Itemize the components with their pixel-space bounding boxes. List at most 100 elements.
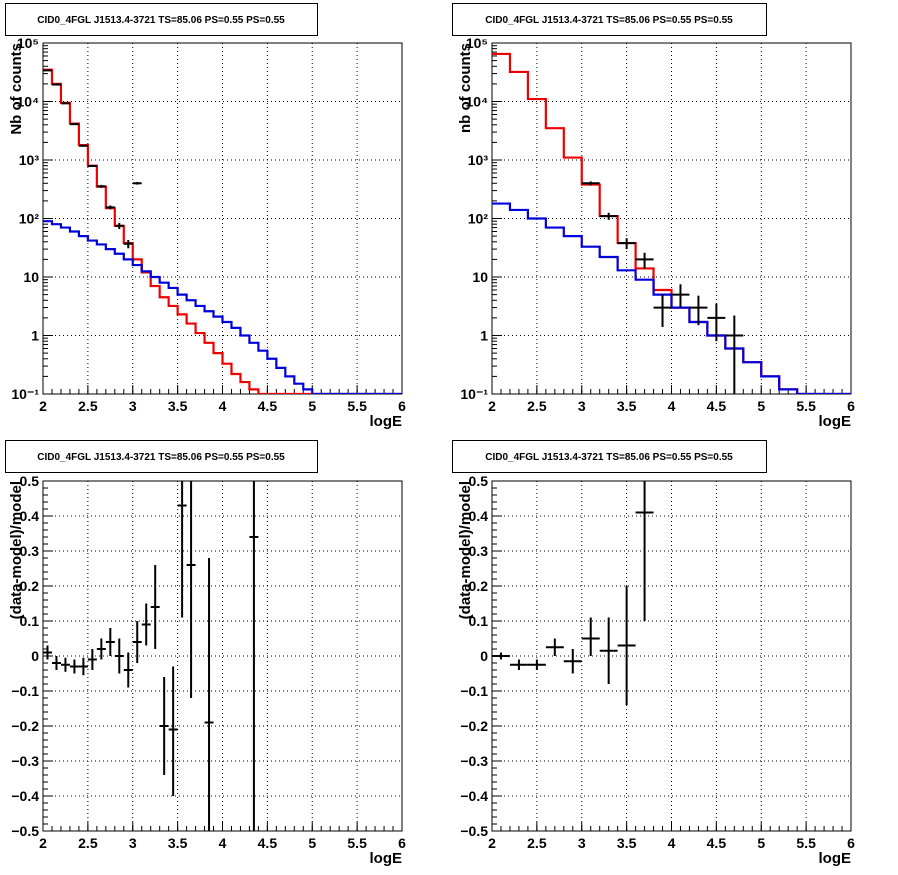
y-tick-label: −0.4 (11, 788, 39, 804)
data-point (563, 649, 582, 674)
y-tick-label: 0.3 (20, 543, 40, 559)
data-point (635, 481, 654, 621)
y-tick-label: 0.5 (469, 473, 489, 489)
x-tick-label: 3.5 (168, 398, 188, 414)
y-tick-label: 1 (31, 328, 39, 344)
x-tick-label: 4 (668, 835, 676, 851)
data-point (60, 102, 70, 105)
data-point (617, 238, 636, 250)
data-point (87, 164, 97, 167)
data-point (96, 638, 106, 660)
data-point (123, 652, 133, 688)
x-tick-label: 5 (308, 398, 316, 414)
x-tick-label: 3.5 (617, 398, 637, 414)
x-tick-label: 3.5 (617, 835, 637, 851)
y-tick-label: −0.4 (460, 788, 488, 804)
data-point (159, 677, 169, 775)
y-tick-label: −0.5 (11, 823, 39, 839)
data-point (492, 652, 510, 660)
x-tick-label: 5 (308, 835, 316, 851)
y-tick-label: 0.1 (20, 613, 40, 629)
x-tick-label: 6 (398, 835, 406, 851)
y-tick-label: −0.1 (11, 683, 39, 699)
y-tick-label: 0.1 (469, 613, 489, 629)
y-axis-title: Nb of counts (8, 43, 25, 135)
data-point (87, 649, 97, 670)
data-point (105, 628, 115, 656)
x-tick-label: 3 (129, 835, 137, 851)
chart-title: CID0_4FGL J1513.4-3721 TS=85.06 PS=0.55 … (37, 452, 285, 463)
x-tick-label: 4 (219, 835, 227, 851)
data-point (114, 222, 124, 230)
data-point (69, 659, 79, 674)
x-tick-label: 4.5 (707, 398, 727, 414)
chart-2: CID0_4FGL J1513.4-3721 TS=85.06 PS=0.55 … (452, 3, 855, 430)
data-layer (492, 481, 654, 705)
data-point (204, 558, 214, 831)
x-tick-label: 3 (578, 398, 586, 414)
x-tick-label: 2 (39, 835, 47, 851)
x-tick-label: 2 (488, 398, 496, 414)
data-point (78, 144, 88, 147)
data-point (725, 315, 744, 394)
chart-title: CID0_4FGL J1513.4-3721 TS=85.06 PS=0.55 … (485, 452, 733, 463)
data-point (51, 656, 61, 670)
x-tick-label: 4 (219, 398, 227, 414)
y-tick-label: −0.2 (11, 718, 39, 734)
y-tick-label: 10⁴ (466, 94, 489, 110)
x-tick-label: 5.5 (347, 835, 367, 851)
x-tick-label: 2.5 (527, 835, 547, 851)
y-tick-label: 0 (480, 648, 488, 664)
y-tick-label: 0 (31, 648, 39, 664)
y-tick-label: 10 (23, 269, 39, 285)
title-box (5, 3, 318, 36)
data-point (43, 645, 52, 660)
x-tick-label: 5.5 (796, 398, 816, 414)
x-tick-label: 4.5 (258, 835, 278, 851)
x-tick-label: 2.5 (527, 398, 547, 414)
y-tick-label: 10³ (468, 152, 489, 168)
y-tick-label: −0.1 (460, 683, 488, 699)
y-tick-label: 10⁻¹ (11, 386, 39, 402)
chart-title: CID0_4FGL J1513.4-3721 TS=85.06 PS=0.55 … (485, 15, 733, 26)
model-histogram (492, 202, 851, 394)
x-tick-label: 4.5 (258, 398, 278, 414)
x-tick-label: 2.5 (78, 835, 98, 851)
data-point (114, 638, 124, 674)
data-layer (492, 52, 851, 394)
data-layer (43, 68, 402, 394)
y-tick-label: −0.5 (460, 823, 488, 839)
data-point (43, 69, 52, 72)
x-tick-label: 2 (488, 835, 496, 851)
data-point (509, 659, 528, 670)
data-point (150, 565, 160, 649)
data-point (60, 657, 70, 672)
chart-title: CID0_4FGL J1513.4-3721 TS=85.06 PS=0.55 … (37, 15, 285, 26)
y-tick-label: 0.4 (469, 508, 489, 524)
title-box (5, 440, 318, 473)
data-point (186, 481, 196, 698)
x-tick-label: 6 (847, 835, 855, 851)
data-point (123, 239, 133, 249)
x-tick-label: 3 (578, 835, 586, 851)
x-tick-label: 3 (129, 398, 137, 414)
y-tick-label: 10⁵ (17, 35, 39, 51)
data-point (177, 481, 187, 618)
data-point (671, 284, 690, 308)
y-tick-label: 10⁵ (466, 35, 488, 51)
chart-1: CID0_4FGL J1513.4-3721 TS=85.06 PS=0.55 … (5, 3, 406, 430)
data-point (249, 481, 259, 831)
x-tick-label: 6 (847, 398, 855, 414)
x-tick-label: 5.5 (796, 835, 816, 851)
data-point (545, 638, 564, 656)
data-point (105, 205, 115, 210)
y-tick-label: 10⁴ (17, 94, 40, 110)
x-axis-title: logE (819, 413, 852, 430)
data-point (689, 295, 708, 326)
y-tick-label: 0.2 (20, 578, 40, 594)
data-point (78, 657, 88, 676)
y-tick-label: −0.3 (460, 753, 488, 769)
data-point (69, 123, 79, 126)
x-tick-label: 5 (757, 398, 765, 414)
